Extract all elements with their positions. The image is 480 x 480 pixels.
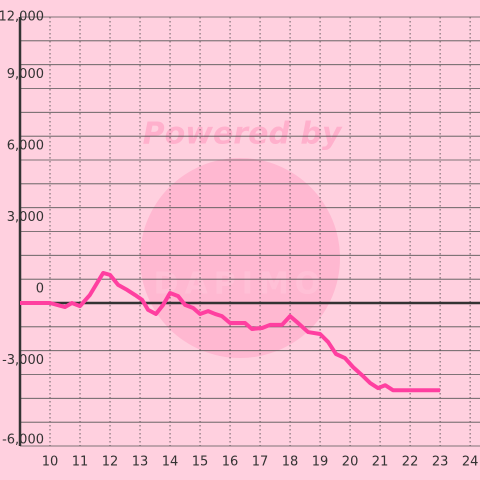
line-series (20, 270, 441, 393)
x-tick-label: 10 (42, 455, 59, 470)
x-tick-label: 20 (342, 455, 359, 470)
x-tick-label: 16 (222, 455, 239, 470)
x-tick-label: 12 (102, 455, 119, 470)
y-tick-label: 9,000 (7, 67, 44, 82)
x-tick-label: 14 (162, 455, 179, 470)
y-tick-label: -6,000 (2, 433, 44, 448)
x-tick-label: 23 (432, 455, 449, 470)
y-tick-label: 3,000 (7, 210, 44, 225)
x-tick-label: 19 (312, 455, 329, 470)
y-tick-label: 0 (36, 282, 44, 297)
watermark-text: DAPIMO (154, 267, 327, 302)
y-tick-label: 12,000 (0, 10, 44, 25)
x-tick-label: 21 (372, 455, 389, 470)
y-tick-label: 6,000 (7, 139, 44, 154)
x-tick-label: 17 (252, 455, 269, 470)
x-tick-label: 22 (402, 455, 419, 470)
y-tick-label: -3,000 (2, 353, 44, 368)
x-tick-label: 15 (192, 455, 209, 470)
x-tick-label: 11 (72, 455, 89, 470)
x-tick-label: 24 (462, 455, 479, 470)
x-tick-label: 13 (132, 455, 149, 470)
watermark-text: Powered by (143, 117, 343, 152)
x-tick-label: 18 (282, 455, 299, 470)
